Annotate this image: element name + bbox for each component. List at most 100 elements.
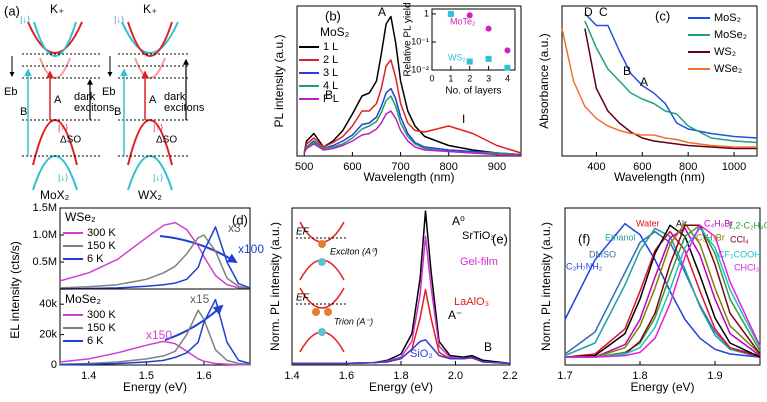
exciton-label: A — [54, 94, 62, 106]
panel-label: (b) — [325, 8, 341, 23]
series-label: MoTe₂ — [450, 16, 476, 26]
point — [485, 55, 492, 62]
series-line — [584, 20, 758, 144]
x-tick-label: 1.5 — [139, 370, 154, 382]
arrow — [164, 304, 224, 341]
legend-label: F L — [323, 93, 339, 105]
plot-area — [561, 5, 758, 157]
dark-label: excitons — [74, 102, 115, 114]
x-tick-label: 600 — [633, 161, 651, 173]
panel-a: (a) K₊ K₊ Eb B A dark excitons ΔSO |↓⟩ |… — [4, 2, 205, 202]
valley-label: K₊ — [143, 2, 157, 16]
x-tick-label: 1 — [448, 73, 453, 83]
plot-area — [564, 207, 761, 366]
series-line — [565, 224, 761, 358]
y-tick-label: 1 — [424, 8, 429, 18]
x-tick-label: 800 — [679, 161, 697, 173]
point — [466, 12, 473, 19]
spin-label: |↑⟩ — [153, 122, 163, 132]
legend-label: 150 K — [87, 240, 116, 252]
series-line — [565, 222, 761, 358]
series-line — [561, 28, 757, 148]
electron — [324, 308, 332, 316]
annotation: B — [623, 64, 631, 78]
panel-label: (c) — [655, 8, 670, 23]
x-tick-label: 1.9 — [707, 370, 722, 382]
plot-area — [296, 5, 522, 157]
band — [127, 155, 173, 191]
y-tick-label: 10⁻¹ — [411, 36, 429, 46]
point — [485, 25, 492, 32]
annotation: A⁰ — [452, 214, 465, 228]
x-axis-label: No. of layers — [445, 86, 501, 97]
binding-label: Eb — [102, 86, 115, 98]
arrow — [159, 235, 238, 264]
levels — [118, 53, 190, 157]
panel-label: (f) — [578, 231, 590, 246]
x-axis-label: Wavelength (nm) — [364, 170, 455, 184]
series-line — [564, 230, 761, 357]
series-label: C₃H₇NH₂ — [566, 261, 603, 271]
point — [504, 47, 511, 54]
legend-label: 1 L — [323, 41, 338, 53]
band — [299, 287, 345, 309]
x-tick-label: 4 — [505, 73, 510, 83]
series-label: 1,2-C₂H₄Cl₂ — [728, 220, 767, 230]
series-line — [292, 339, 511, 365]
dark-label: dark — [164, 91, 186, 103]
splitting-label: ΔSO — [156, 135, 177, 146]
band — [121, 21, 179, 54]
hole — [318, 258, 326, 266]
series-line — [564, 227, 761, 358]
annotation: A⁻ — [448, 308, 462, 322]
annotation: x100 — [238, 242, 264, 256]
exciton-label: Exciton (A⁰) — [330, 246, 378, 256]
x-axis-label: Energy (eV) — [369, 380, 433, 394]
series-line — [59, 221, 251, 290]
electron — [312, 308, 320, 316]
x-tick-label: 2.2 — [502, 370, 517, 382]
dark-label: excitons — [164, 102, 205, 114]
plot-area — [59, 288, 251, 366]
series-label: CF₃COOH — [718, 249, 761, 259]
annotation: B — [325, 88, 333, 102]
x-tick-label: 3 — [486, 73, 491, 83]
spin-label: |↓⟩ — [114, 14, 124, 24]
y-tick-label: 0.5M — [33, 256, 57, 268]
series-line — [564, 224, 761, 358]
legend-label: 6 K — [87, 335, 104, 347]
point — [447, 10, 454, 17]
legend-title: MoSe₂ — [65, 292, 101, 306]
legend-label: 3 L — [323, 67, 338, 79]
annotation: x150 — [146, 328, 172, 342]
legend-label: MoSe₂ — [714, 29, 747, 41]
fermi-label: EF — [296, 227, 310, 238]
series-label: LaAlO₃ — [454, 296, 489, 308]
x-tick-label: 1.8 — [393, 370, 408, 382]
x-tick-label: 1000 — [722, 161, 746, 173]
series-line — [59, 234, 251, 290]
y-axis-label: Norm. PL intensity (a.u.) — [268, 222, 282, 351]
spin-label: |↓⟩ — [153, 172, 163, 182]
x-tick-label: 1.6 — [196, 370, 211, 382]
material-label: WX₂ — [138, 188, 162, 202]
x-axis-label: Energy (eV) — [630, 380, 694, 394]
legend-label: WS₂ — [714, 46, 736, 58]
x-tick-label: 1.4 — [284, 370, 299, 382]
annotation: A — [640, 75, 648, 89]
spin-label: |↑⟩ — [58, 122, 68, 132]
series-label: Water — [636, 218, 660, 228]
series-label: DMSO — [589, 249, 616, 259]
plot-area — [431, 8, 516, 71]
x-tick-label: 1.6 — [339, 370, 354, 382]
x-tick-label: 1.7 — [557, 370, 572, 382]
x-tick-label: 400 — [587, 161, 605, 173]
y-axis-label: PL intensity (a.u.) — [272, 35, 286, 128]
y-axis-label: Norm. PL intensity (a.u.) — [539, 222, 553, 351]
exciton-label: B — [20, 106, 27, 118]
x-tick-label: 1.4 — [81, 370, 96, 382]
x-tick-label: 2.0 — [448, 370, 463, 382]
annotation: A — [378, 5, 386, 19]
